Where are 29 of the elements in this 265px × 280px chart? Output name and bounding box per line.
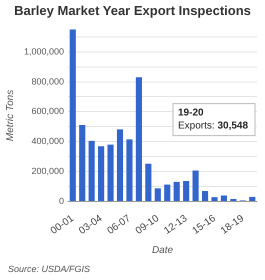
y-tick-label: 800,000 — [31, 76, 64, 86]
bar — [107, 144, 114, 201]
bar — [145, 164, 152, 201]
bar — [154, 188, 161, 201]
source-note: Source: USDA/FGIS — [8, 264, 90, 274]
bar — [136, 77, 142, 201]
y-tick-label: 200,000 — [31, 166, 64, 176]
y-tick-label: 1,000,000 — [24, 46, 64, 56]
bar — [126, 139, 133, 201]
bar — [79, 125, 86, 201]
bar — [174, 182, 180, 201]
y-tick-label: 600,000 — [31, 106, 64, 116]
bar — [116, 129, 124, 201]
chart-title: Barley Market Year Export Inspections — [13, 3, 252, 18]
bar — [211, 197, 218, 201]
bar — [220, 196, 228, 201]
bar — [183, 181, 190, 201]
y-axis-title: Metric Tons — [4, 90, 16, 142]
y-tick-label: 0 — [59, 196, 64, 206]
bar — [98, 146, 104, 201]
bar — [88, 140, 95, 201]
bar — [249, 196, 256, 201]
bar — [202, 191, 208, 201]
y-tick-label: 400,000 — [31, 136, 64, 146]
bar — [164, 184, 170, 201]
x-axis-title: Date — [152, 244, 174, 256]
annotation: 19-20 Exports: 30,548 — [178, 107, 248, 132]
bar — [70, 29, 76, 201]
bar — [192, 170, 199, 201]
